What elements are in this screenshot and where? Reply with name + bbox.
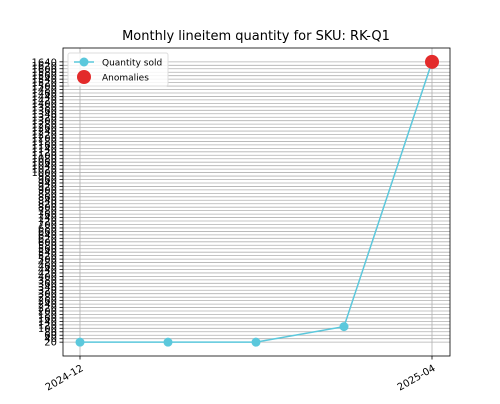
y-tick-label: 1420 xyxy=(32,95,57,106)
y-tick-label: 680 xyxy=(38,223,57,234)
y-tick-label: 220 xyxy=(38,303,57,314)
y-tick-label: 1500 xyxy=(32,82,57,93)
point xyxy=(163,337,173,347)
y-tick-label: 1300 xyxy=(32,116,57,127)
y-tick-label: 1580 xyxy=(32,68,57,79)
legend-marker xyxy=(77,70,91,84)
y-tick-label: 640 xyxy=(38,230,57,241)
y-tick-label: 160 xyxy=(38,313,57,324)
y-tick-label: 780 xyxy=(38,206,57,217)
y-tick-label: 460 xyxy=(38,262,57,273)
y-tick-label: 500 xyxy=(38,255,57,266)
y-tick-label: 1120 xyxy=(32,147,57,158)
y-tick-label: 1600 xyxy=(32,64,57,75)
y-tick-label: 540 xyxy=(38,248,57,259)
y-tick-label: 720 xyxy=(38,217,57,228)
y-tick-label: 660 xyxy=(38,227,57,238)
y-tick-label: 100 xyxy=(38,324,57,335)
y-tick-label: 440 xyxy=(38,265,57,276)
x-tick-label: 2024-12 xyxy=(44,363,86,393)
y-tick-label: 1260 xyxy=(32,123,57,134)
y-tick-label: 380 xyxy=(38,275,57,286)
plot-frame xyxy=(62,47,451,357)
legend-marker xyxy=(79,57,89,67)
y-tick-label: 960 xyxy=(38,175,57,186)
y-tick-label: 600 xyxy=(38,237,57,248)
y-tick-label: 800 xyxy=(38,203,57,214)
y-tick-label: 860 xyxy=(38,192,57,203)
y-tick-label: 1040 xyxy=(32,161,57,172)
y-tick-label: 1620 xyxy=(32,61,57,72)
y-tick-label: 180 xyxy=(38,310,57,321)
y-tick-label: 1440 xyxy=(32,92,57,103)
y-tick-label: 1240 xyxy=(32,127,57,138)
y-tick-label: 60 xyxy=(44,331,57,342)
y-tick-label: 1100 xyxy=(32,151,57,162)
plot-area xyxy=(63,48,450,356)
y-tick-label: 1020 xyxy=(32,165,57,176)
y-tick-label: 320 xyxy=(38,286,57,297)
y-tick-label: 1480 xyxy=(32,85,57,96)
y-tick-label: 1000 xyxy=(32,168,57,179)
chart-title: Monthly lineitem quantity for SKU: RK-Q1 xyxy=(122,29,390,44)
point xyxy=(251,337,261,347)
y-tick-label: 920 xyxy=(38,182,57,193)
y-tick-label: 1640 xyxy=(32,57,57,68)
y-tick-label: 900 xyxy=(38,185,57,196)
y-tick-label: 40 xyxy=(44,334,57,345)
y-tick-label: 580 xyxy=(38,241,57,252)
legend-label: Anomalies xyxy=(102,74,149,84)
point xyxy=(75,337,85,347)
y-tick-label: 840 xyxy=(38,196,57,207)
x-tick-label: 2025-04 xyxy=(396,363,438,393)
y-tick-label: 1180 xyxy=(32,137,57,148)
y-tick-label: 980 xyxy=(38,172,57,183)
y-tick-label: 200 xyxy=(38,307,57,318)
y-tick-label: 420 xyxy=(38,268,57,279)
y-tick-label: 1460 xyxy=(32,88,57,99)
y-tick-label: 400 xyxy=(38,272,57,283)
y-tick-label: 140 xyxy=(38,317,57,328)
y-tick-label: 20 xyxy=(44,338,57,349)
y-tick-label: 820 xyxy=(38,199,57,210)
y-tick-label: 700 xyxy=(38,220,57,231)
y-tick-label: 620 xyxy=(38,234,57,245)
y-tick-label: 240 xyxy=(38,300,57,311)
y-tick-label: 760 xyxy=(38,210,57,221)
y-tick-label: 940 xyxy=(38,178,57,189)
y-tick-label: 1400 xyxy=(32,99,57,110)
y-tick-label: 1140 xyxy=(32,144,57,155)
y-tick-label: 120 xyxy=(38,320,57,331)
y-tick-label: 1060 xyxy=(32,158,57,169)
y-tick-label: 880 xyxy=(38,189,57,200)
y-tick-label: 1160 xyxy=(32,140,57,151)
point xyxy=(339,322,349,332)
y-tick-label: 520 xyxy=(38,251,57,262)
legend-label: Quantity sold xyxy=(102,59,162,69)
y-tick-label: 480 xyxy=(38,258,57,269)
y-tick-label: 80 xyxy=(44,327,57,338)
y-tick-label: 1280 xyxy=(32,120,57,131)
y-tick-label: 340 xyxy=(38,282,57,293)
y-tick-label: 1340 xyxy=(32,109,57,120)
y-tick-label: 740 xyxy=(38,213,57,224)
y-tick-label: 300 xyxy=(38,289,57,300)
anomaly-point xyxy=(425,54,439,69)
y-tick-label: 1360 xyxy=(32,106,57,117)
y-tick-label: 260 xyxy=(38,296,57,307)
y-tick-label: 1380 xyxy=(32,102,57,113)
y-tick-label: 560 xyxy=(38,244,57,255)
y-tick-label: 280 xyxy=(38,293,57,304)
y-tick-label: 360 xyxy=(38,279,57,290)
y-tick-label: 1320 xyxy=(32,113,57,124)
y-tick-label: 1220 xyxy=(32,130,57,141)
y-tick-label: 1560 xyxy=(32,71,57,82)
y-tick-label: 1540 xyxy=(32,75,57,86)
y-tick-label: 1200 xyxy=(32,133,57,144)
y-tick-label: 1080 xyxy=(32,154,57,165)
y-tick-label: 1520 xyxy=(32,78,57,89)
